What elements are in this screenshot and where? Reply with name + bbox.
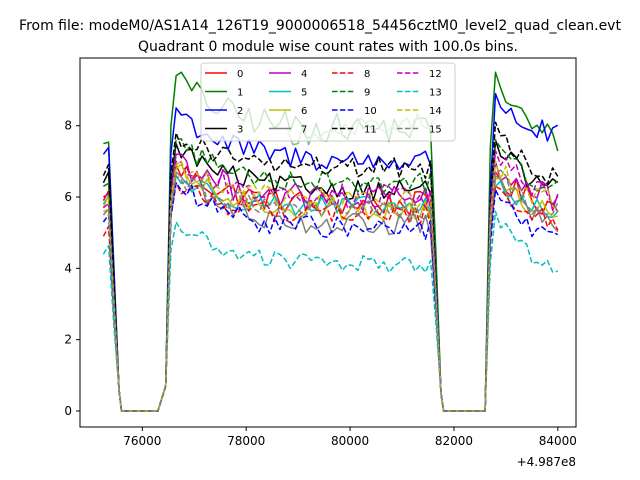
chart-title: Quadrant 0 module wise count rates with …	[138, 39, 518, 55]
legend-label-10: 10	[364, 106, 377, 117]
legend-label-4: 4	[301, 69, 307, 80]
y-tick-label: 4	[64, 261, 72, 275]
legend-label-9: 9	[364, 88, 370, 99]
series-line-2	[102, 92, 559, 412]
series-layer	[102, 71, 559, 412]
x-axis: 76000 78000 80000 82000 84000	[123, 427, 577, 448]
series-line-14	[103, 160, 559, 412]
y-axis: 0 2 4 6 8	[64, 119, 80, 418]
series-line-13	[102, 210, 558, 412]
x-tick-label: 82000	[435, 434, 473, 448]
x-tick-label: 84000	[539, 434, 577, 448]
legend-label-5: 5	[301, 88, 307, 99]
legend-label-6: 6	[301, 106, 307, 117]
series-line-15	[102, 169, 559, 412]
x-axis-offset-label: +4.987e8	[517, 455, 576, 469]
legend-label-1: 1	[237, 88, 243, 99]
y-tick-label: 2	[64, 333, 72, 347]
legend-label-15: 15	[429, 125, 442, 136]
series-line-8	[102, 182, 559, 412]
legend-label-0: 0	[237, 69, 243, 80]
series-line-10	[102, 182, 559, 412]
x-tick-label: 80000	[331, 434, 369, 448]
figure-suptitle: From file: modeM0/AS1A14_126T19_90000065…	[19, 18, 621, 34]
x-tick-label: 78000	[227, 434, 265, 448]
legend-label-3: 3	[237, 125, 243, 136]
y-tick-label: 0	[64, 404, 72, 418]
legend-label-11: 11	[364, 125, 377, 136]
plot-area-frame	[79, 57, 577, 428]
series-line-11	[102, 121, 559, 412]
legend-label-12: 12	[429, 69, 442, 80]
y-tick-label: 6	[64, 190, 72, 204]
x-tick-label: 76000	[123, 434, 161, 448]
legend-label-7: 7	[301, 125, 307, 136]
legend-label-2: 2	[237, 106, 243, 117]
y-tick-label: 8	[64, 119, 72, 133]
legend-label-8: 8	[364, 69, 370, 80]
legend-frame	[200, 62, 456, 142]
legend-label-13: 13	[429, 88, 442, 99]
legend-label-14: 14	[429, 106, 442, 117]
